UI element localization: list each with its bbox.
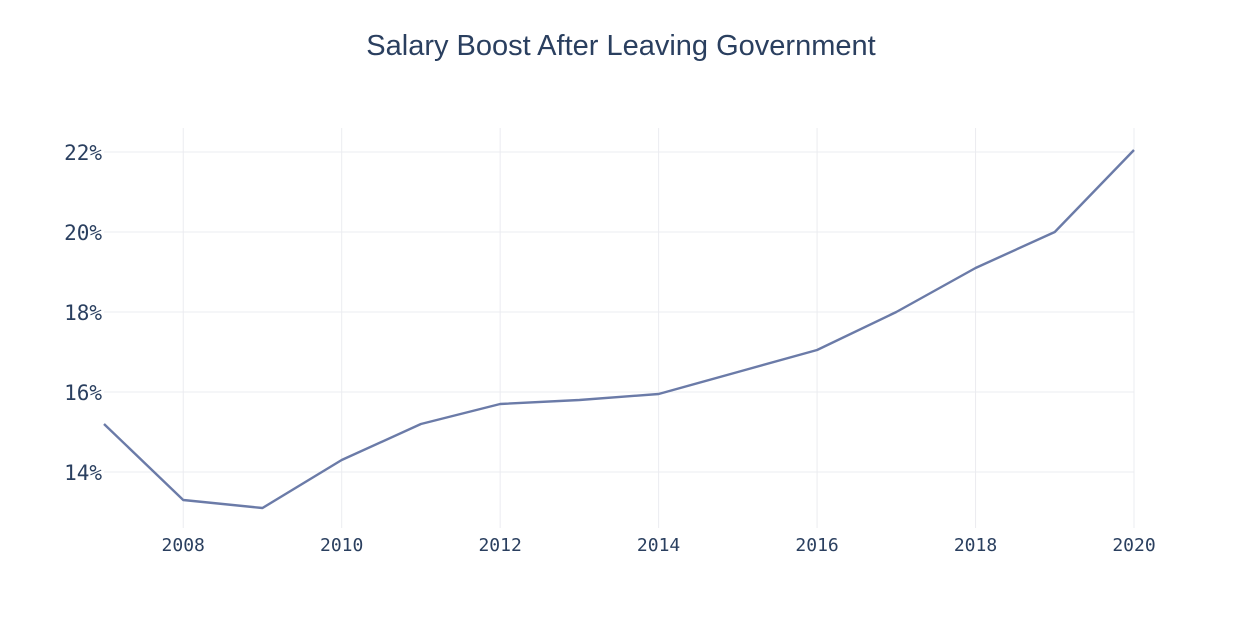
- y-tick-label: 14%: [64, 461, 102, 485]
- x-tick-label: 2018: [954, 535, 997, 556]
- grid-lines: [104, 128, 1135, 528]
- series-lines: [103, 149, 1135, 510]
- x-tick-label: 2020: [1112, 535, 1155, 556]
- x-tick-label: 2012: [478, 535, 521, 556]
- series-line: [103, 149, 1135, 510]
- y-axis-ticks: 14% 16% 18% 20% 22%: [64, 141, 102, 485]
- x-axis-ticks: 2008 2010 2012 2014 2016 2018 2020: [162, 535, 1156, 556]
- y-tick-label: 22%: [64, 141, 102, 165]
- y-tick-label: 16%: [64, 381, 102, 405]
- x-tick-label: 2014: [637, 535, 680, 556]
- x-tick-label: 2016: [795, 535, 838, 556]
- y-tick-label: 20%: [64, 221, 102, 245]
- y-tick-label: 18%: [64, 301, 102, 325]
- chart-title: Salary Boost After Leaving Government: [366, 30, 876, 62]
- x-tick-label: 2010: [320, 535, 363, 556]
- x-tick-label: 2008: [162, 535, 205, 556]
